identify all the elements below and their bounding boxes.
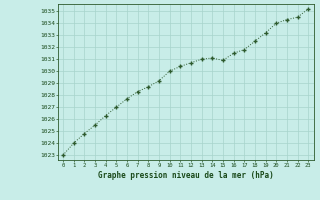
X-axis label: Graphe pression niveau de la mer (hPa): Graphe pression niveau de la mer (hPa) xyxy=(98,171,274,180)
